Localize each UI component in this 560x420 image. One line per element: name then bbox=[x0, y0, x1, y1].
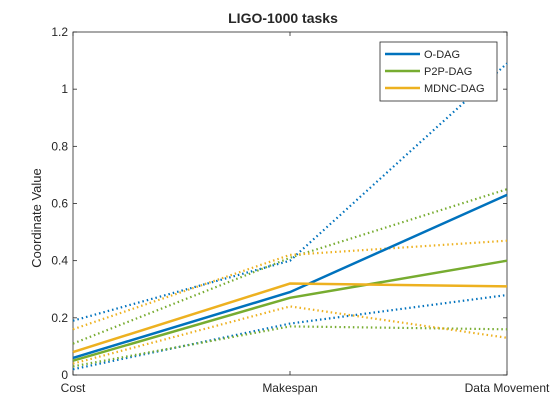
legend-label: P2P-DAG bbox=[424, 66, 472, 78]
y-tick-label: 0.2 bbox=[51, 311, 68, 325]
x-tick-label: Data Movement bbox=[465, 381, 550, 395]
series-line-bound-4 bbox=[72, 293, 508, 371]
series-line-mdnc-dag bbox=[72, 282, 508, 354]
y-tick-label: 0.4 bbox=[51, 254, 68, 268]
legend-label: O-DAG bbox=[424, 49, 460, 61]
series-line-bound-3 bbox=[72, 62, 508, 322]
y-tick-label: 1.2 bbox=[51, 25, 68, 39]
chart-title: LIGO-1000 tasks bbox=[228, 10, 338, 26]
series-line-bound-8 bbox=[72, 305, 508, 365]
y-tick-label: 0.8 bbox=[51, 139, 68, 153]
y-tick-label: 1 bbox=[61, 82, 68, 96]
plot-area: 0 0.2 0.4 0.6 0.8 1 1.2 Cost Makespan Data Moveme… bbox=[51, 25, 550, 395]
x-tick-label: Makespan bbox=[262, 381, 317, 395]
series-line-bound-6 bbox=[72, 325, 508, 368]
legend-label: MDNC-DAG bbox=[424, 83, 485, 95]
y-tick-label: 0.6 bbox=[51, 197, 68, 211]
y-axis-label: Coordinate Value bbox=[29, 168, 44, 268]
series-line-bound-5 bbox=[72, 188, 508, 345]
y-tick-label: 0 bbox=[61, 368, 68, 382]
legend: O-DAG P2P-DAG MDNC-DAG bbox=[379, 41, 498, 102]
x-tick-label: Cost bbox=[61, 381, 86, 395]
series-line-o-dag bbox=[72, 193, 508, 360]
series-line-bound-7 bbox=[72, 239, 508, 331]
series-line-p2p-dag bbox=[72, 259, 508, 362]
